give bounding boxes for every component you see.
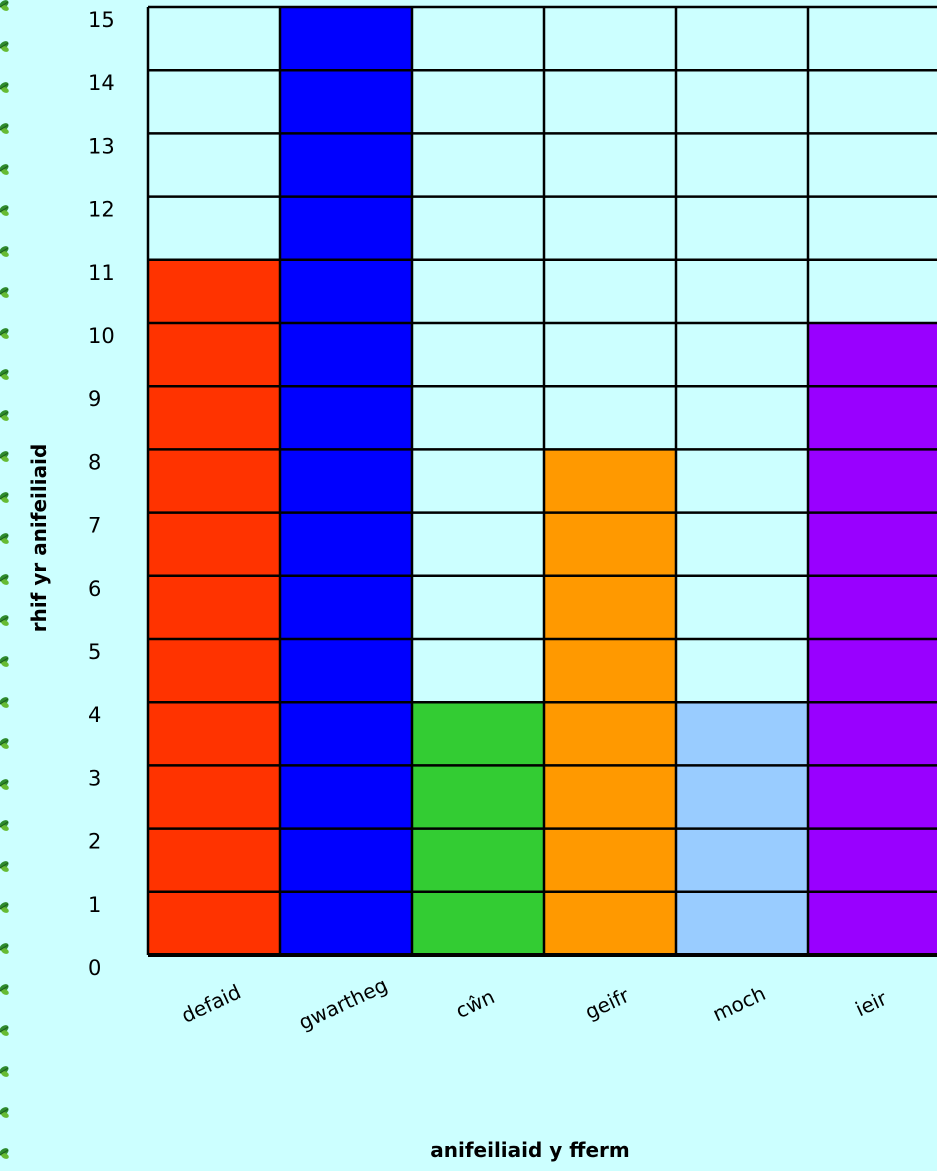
green-leaf-icon [0,984,9,995]
green-leaf-icon [0,164,9,175]
x-category-label: gwartheg [295,973,391,1035]
y-tick-label: 11 [88,261,115,285]
green-leaf-icon [0,1148,9,1159]
y-tick-label: 8 [88,450,101,474]
y-tick-label: 6 [88,577,101,601]
green-leaf-icon [0,697,9,708]
green-leaf-icon [0,574,9,585]
y-tick-label: 3 [88,766,101,790]
green-leaf-icon [0,738,9,749]
x-category-label: cŵn [452,984,498,1023]
green-leaf-icon [0,656,9,667]
bar-0 [148,259,280,955]
green-leaf-icon [0,1066,9,1077]
x-category-label: ieir [852,986,892,1021]
y-tick-label: 0 [88,956,101,980]
green-leaf-icon [0,820,9,831]
green-leaf-icon [0,369,9,380]
green-leaf-icon [0,41,9,52]
y-tick-label: 10 [88,324,115,348]
green-leaf-icon [0,492,9,503]
green-leaf-icon [0,861,9,872]
x-axis-title: anifeiliaid y fferm [430,1138,630,1162]
y-tick-label: 5 [88,640,101,664]
leaf-border [0,0,9,1159]
green-leaf-icon [0,533,9,544]
x-category-labels: defaid gwartheg cŵn geifr moch ieir [178,973,892,1035]
y-tick-label: 14 [88,71,115,95]
green-leaf-icon [0,410,9,421]
green-leaf-icon [0,82,9,93]
y-tick-label: 1 [88,893,101,917]
y-tick-label: 12 [88,198,115,222]
green-leaf-icon [0,1025,9,1036]
green-leaf-icon [0,1107,9,1118]
bar-1 [280,7,412,955]
y-tick-label: 4 [88,703,101,727]
green-leaf-icon [0,451,9,462]
green-leaf-icon [0,902,9,913]
green-leaf-icon [0,123,9,134]
grid-lines [146,5,937,957]
y-tick-label: 13 [88,134,115,158]
y-tick-label: 9 [88,387,101,411]
x-category-label: geifr [581,983,633,1024]
y-axis-title: rhif yr anifeiliaid [27,444,51,633]
green-leaf-icon [0,246,9,257]
x-category-label: defaid [178,980,245,1028]
y-tick-label: 7 [88,514,101,538]
green-leaf-icon [0,287,9,298]
green-leaf-icon [0,615,9,626]
green-leaf-icon [0,328,9,339]
green-leaf-icon [0,779,9,790]
x-category-label: moch [709,981,769,1026]
y-tick-label: 2 [88,830,101,854]
green-leaf-icon [0,205,9,216]
green-leaf-icon [0,943,9,954]
green-leaf-icon [0,0,9,11]
y-tick-label: 15 [88,8,115,32]
